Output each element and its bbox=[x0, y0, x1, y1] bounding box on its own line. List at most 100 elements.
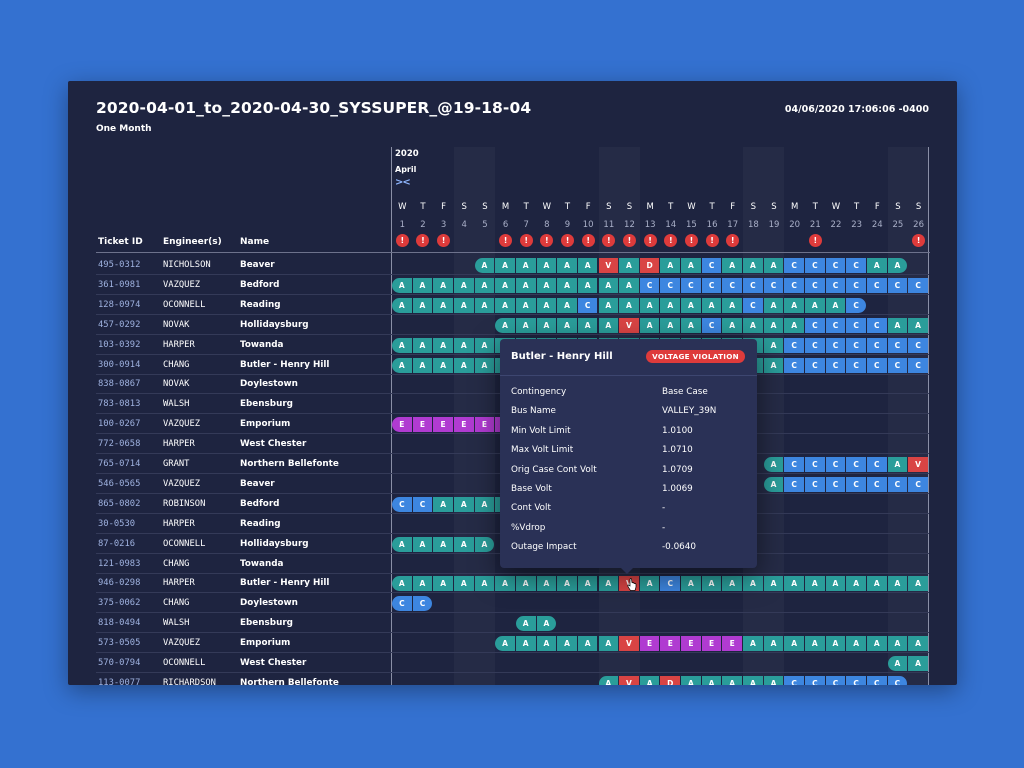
status-cell[interactable]: A bbox=[474, 337, 495, 353]
status-cell[interactable]: C bbox=[577, 297, 598, 313]
ticket-id[interactable]: 546-0565 bbox=[98, 478, 141, 489]
status-cell[interactable]: E bbox=[433, 417, 453, 433]
status-cell[interactable]: A bbox=[577, 317, 598, 333]
status-cell[interactable]: A bbox=[681, 258, 701, 273]
ticket-id[interactable]: 361-0981 bbox=[98, 279, 141, 290]
status-cell[interactable]: A bbox=[474, 536, 495, 552]
status-cell[interactable]: V bbox=[908, 457, 928, 472]
status-cell[interactable]: A bbox=[784, 576, 804, 592]
status-cell[interactable]: A bbox=[825, 636, 846, 652]
status-cell[interactable]: C bbox=[846, 317, 866, 333]
status-cell[interactable]: C bbox=[887, 277, 908, 293]
status-cell[interactable]: A bbox=[887, 457, 908, 472]
status-cell[interactable]: A bbox=[474, 297, 495, 313]
table-row[interactable]: 121-0983 CHANG Towanda bbox=[68, 554, 957, 574]
ticket-id[interactable]: 765-0714 bbox=[98, 459, 141, 469]
status-cell[interactable]: A bbox=[536, 317, 557, 333]
status-cell[interactable]: A bbox=[722, 675, 743, 685]
status-cell[interactable]: A bbox=[433, 297, 453, 313]
status-cell[interactable]: A bbox=[598, 297, 619, 313]
status-cell[interactable]: A bbox=[453, 277, 474, 293]
status-cell[interactable]: A bbox=[805, 576, 825, 592]
status-cell[interactable]: C bbox=[701, 317, 722, 333]
status-cell[interactable]: A bbox=[681, 675, 701, 685]
status-cell[interactable]: E bbox=[392, 417, 412, 433]
status-cell[interactable]: E bbox=[412, 417, 433, 433]
ticket-id[interactable]: 457-0292 bbox=[98, 319, 141, 330]
status-cell[interactable]: A bbox=[453, 536, 474, 552]
status-cell[interactable]: V bbox=[619, 317, 639, 333]
status-cell[interactable]: A bbox=[515, 277, 536, 293]
status-cell[interactable]: C bbox=[825, 277, 846, 293]
collapse-icon[interactable]: >< bbox=[395, 177, 411, 188]
status-cell[interactable]: A bbox=[515, 258, 536, 273]
alert-icon[interactable]: ! bbox=[416, 234, 430, 247]
status-cell[interactable]: A bbox=[495, 297, 515, 313]
status-cell[interactable]: E bbox=[681, 636, 701, 652]
status-cell[interactable]: A bbox=[743, 576, 763, 592]
status-cell[interactable]: C bbox=[908, 277, 928, 293]
status-cell[interactable]: A bbox=[598, 636, 619, 652]
status-cell[interactable]: C bbox=[866, 337, 887, 353]
status-cell[interactable]: A bbox=[805, 297, 825, 313]
status-cell[interactable]: A bbox=[453, 337, 474, 353]
status-cell[interactable]: C bbox=[825, 357, 846, 373]
status-cell[interactable]: A bbox=[495, 576, 515, 592]
col-name[interactable]: Name bbox=[240, 237, 270, 247]
table-row[interactable]: 946-0298 HARPER Butler - Henry Hill A A A A A A A… bbox=[68, 573, 957, 594]
status-cell[interactable]: A bbox=[743, 636, 763, 652]
status-cell[interactable]: A bbox=[763, 357, 784, 373]
status-cell[interactable]: A bbox=[474, 576, 495, 592]
status-cell[interactable]: A bbox=[392, 576, 412, 592]
status-cell[interactable]: A bbox=[453, 496, 474, 512]
ticket-id[interactable]: 30-0530 bbox=[98, 518, 136, 529]
status-cell[interactable]: C bbox=[887, 357, 908, 373]
status-cell[interactable]: C bbox=[866, 675, 887, 685]
status-cell[interactable]: A bbox=[536, 258, 557, 273]
status-cell[interactable]: C bbox=[846, 675, 866, 685]
status-cell[interactable]: A bbox=[433, 496, 453, 512]
table-row[interactable]: 573-0505 VAZQUEZ Emporium A A A A A A V E E E E E A A A A A… bbox=[68, 633, 957, 654]
ticket-id[interactable]: 573-0505 bbox=[98, 638, 141, 649]
status-cell[interactable]: C bbox=[846, 457, 866, 472]
status-cell[interactable]: A bbox=[598, 277, 619, 293]
status-cell[interactable]: A bbox=[515, 317, 536, 333]
ticket-id[interactable]: 113-0077 bbox=[98, 677, 141, 685]
status-cell[interactable]: E bbox=[474, 417, 495, 433]
status-cell[interactable]: E bbox=[722, 636, 743, 652]
status-cell[interactable]: A bbox=[908, 656, 928, 671]
status-cell[interactable]: C bbox=[805, 457, 825, 472]
status-cell[interactable]: A bbox=[392, 277, 412, 293]
status-cell[interactable]: A bbox=[908, 636, 928, 652]
status-cell[interactable]: A bbox=[887, 656, 908, 671]
status-cell[interactable]: A bbox=[908, 576, 928, 592]
status-cell[interactable]: A bbox=[743, 258, 763, 273]
status-cell[interactable]: A bbox=[619, 258, 639, 273]
status-cell[interactable]: C bbox=[412, 496, 433, 512]
ticket-id[interactable]: 100-0267 bbox=[98, 419, 141, 430]
status-cell[interactable]: A bbox=[433, 277, 453, 293]
table-row[interactable]: 113-0077 RICHARDSON Northern Bellefonte A V A… bbox=[68, 673, 957, 685]
status-cell[interactable]: A bbox=[557, 576, 577, 592]
status-cell[interactable]: A bbox=[887, 636, 908, 652]
table-row[interactable]: 495-0312 NICHOLSON Beaver A A A A A A V A D A A C A A A C C… bbox=[68, 255, 957, 275]
status-cell[interactable]: E bbox=[660, 636, 681, 652]
status-cell[interactable]: A bbox=[887, 258, 908, 273]
status-cell[interactable]: A bbox=[619, 277, 639, 293]
status-cell[interactable]: A bbox=[660, 258, 681, 273]
alert-icon[interactable]: ! bbox=[519, 234, 533, 247]
status-cell[interactable]: A bbox=[433, 536, 453, 552]
status-cell[interactable]: A bbox=[825, 576, 846, 592]
status-cell[interactable]: A bbox=[743, 675, 763, 685]
status-cell[interactable]: A bbox=[515, 636, 536, 652]
status-cell[interactable]: A bbox=[453, 297, 474, 313]
status-cell[interactable]: C bbox=[866, 277, 887, 293]
status-cell[interactable]: A bbox=[681, 297, 701, 313]
status-cell[interactable]: C bbox=[392, 596, 412, 612]
status-cell[interactable]: A bbox=[474, 277, 495, 293]
status-cell[interactable]: C bbox=[784, 258, 804, 273]
status-cell[interactable]: A bbox=[453, 576, 474, 592]
status-cell[interactable]: A bbox=[557, 297, 577, 313]
status-cell[interactable]: A bbox=[887, 317, 908, 333]
ticket-id[interactable]: 865-0802 bbox=[98, 498, 141, 509]
